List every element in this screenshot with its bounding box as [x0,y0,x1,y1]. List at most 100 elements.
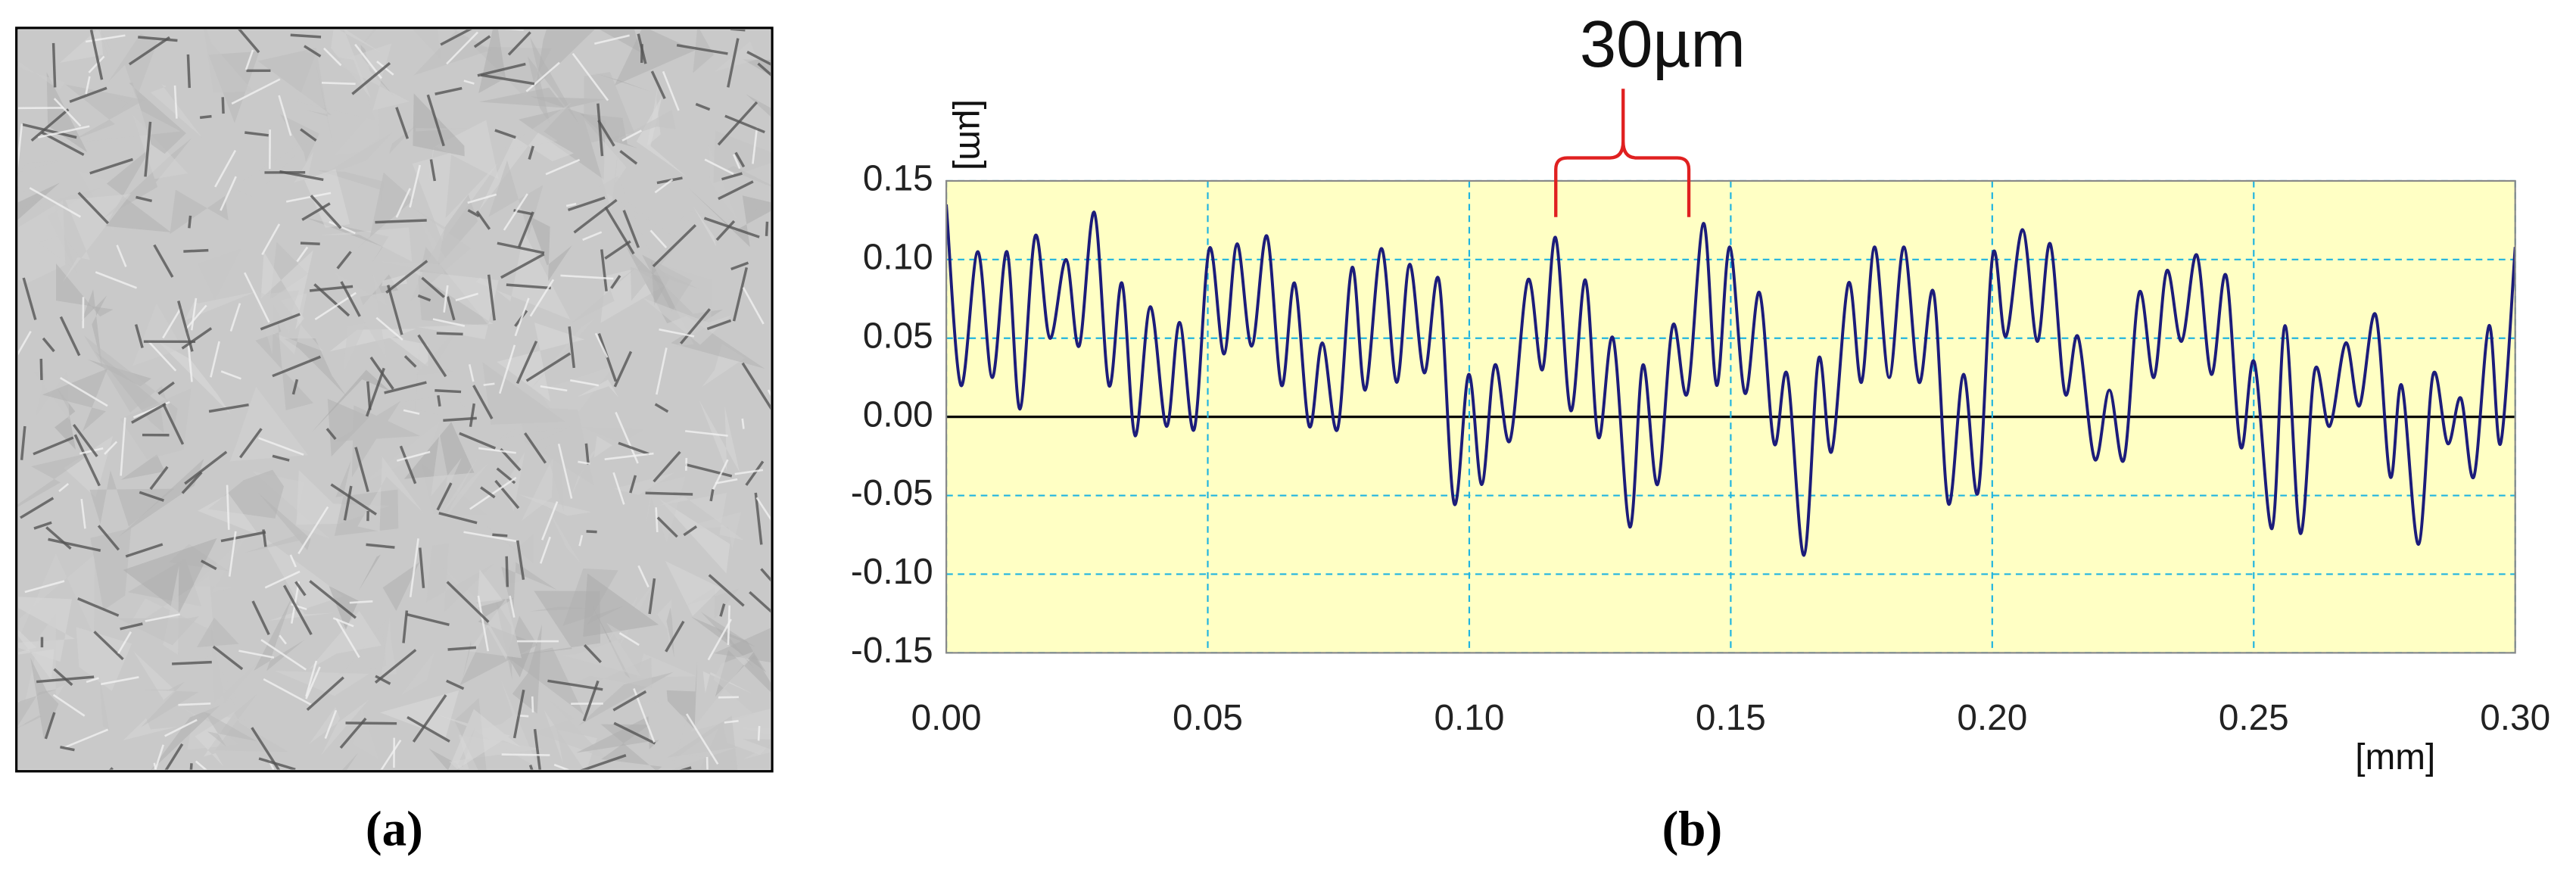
x-tick-label: 0.00 [911,698,982,738]
crystal-edge [38,125,90,139]
crystal-edge [79,447,104,455]
crystal-edge [715,220,736,241]
crystal-edge [172,660,212,665]
crystal-edge [568,326,576,369]
crystal-edge [706,319,732,331]
crystal-facet [196,617,239,647]
crystal-facet [270,241,309,300]
crystal-facet [528,216,572,282]
crystal-edge [36,675,95,684]
crystal-edge [97,525,120,551]
crystal-edge [596,103,604,157]
crystal-edge [478,447,516,454]
crystal-edge [109,767,114,770]
crystal-edge [440,30,472,46]
crystal-facet [55,388,76,450]
crystal-facet [534,699,607,759]
crystal-facet [334,460,399,536]
crystal-edge [524,432,547,464]
crystal-edge [263,678,312,706]
crystal-edge [629,475,637,494]
crystal-edge [33,436,74,456]
crystal-edge [708,574,745,607]
crystal-edge [685,463,733,478]
crystal-edge [730,261,749,271]
crystal-facet [671,309,765,369]
crystal-facet [488,160,544,235]
crystal-facet [613,472,675,495]
crystal-edge [637,33,647,64]
crystal-edge [752,127,758,164]
crystal-edge [459,432,497,450]
crystal-edge [395,107,410,139]
profile-line [946,204,2515,557]
crystal-facet [232,134,316,198]
crystal-edge [335,618,360,659]
crystal-edge [472,385,494,419]
crystal-facet [17,160,59,176]
crystal-edge [290,581,301,624]
crystal-edge [403,409,420,415]
y-axis-label: [µm] [952,99,992,170]
crystal-edge [343,485,353,521]
crystal-edge [244,272,270,323]
crystal-edge [446,296,456,321]
crystal-edge [220,370,241,380]
crystal-edge [514,298,530,337]
crystal-edge [300,241,320,245]
crystal-edge [560,274,614,280]
crystal-edge [695,102,711,111]
crystal-facet [360,45,394,97]
y-tick-label: 0.15 [863,159,933,199]
crystal-edge [164,743,184,770]
crystal-facet [64,435,114,498]
crystal-edge [64,728,109,749]
crystal-facet [743,739,771,749]
crystal-edge [612,690,647,712]
crystal-edge [153,762,157,770]
crystal-facet [198,248,241,300]
crystal-edge [173,85,178,119]
crystal-facet [636,95,687,177]
crystal-edge [245,49,254,70]
crystal-edge [421,276,445,298]
crystal-edge [304,45,322,58]
crystal-edge [33,521,52,530]
y-tick-label: -0.15 [851,631,933,671]
crystal-facet [693,512,742,550]
crystal-edge [432,318,466,327]
crystal-edge [477,595,490,652]
crystal-edge [436,332,463,336]
crystal-edge [258,437,304,456]
crystal-facet [469,598,522,659]
crystal-edge [732,154,741,170]
crystal-facet [688,188,771,248]
crystal-facet [160,2,238,30]
crystal-edge [162,307,182,339]
crystal-edge [149,466,169,491]
crystal-edge [483,382,495,386]
crystal-facet [98,30,111,58]
crystal-edge [258,757,296,770]
crystal-edge [745,460,765,486]
y-tick-label: -0.10 [851,552,933,592]
crystal-facet [304,169,350,228]
crystal-edge [374,649,417,684]
crystal-facet [379,690,459,738]
crystal-facet [259,534,344,622]
crystal-edge [290,33,322,39]
crystal-edge [757,725,761,741]
crystal-edge [164,718,198,737]
crystal-facet [686,587,739,618]
crystal-edge [446,581,490,623]
crystal-edge [612,472,625,505]
crystal-facet [587,597,631,679]
crystal-edge [60,377,108,407]
crystal-edge [475,210,491,230]
crystal-facet [416,319,465,375]
crystal-edge [512,689,525,739]
crystal-facet [665,560,721,616]
crystal-facet [309,699,369,756]
crystal-facet [84,335,178,427]
crystal-facet [17,453,91,507]
